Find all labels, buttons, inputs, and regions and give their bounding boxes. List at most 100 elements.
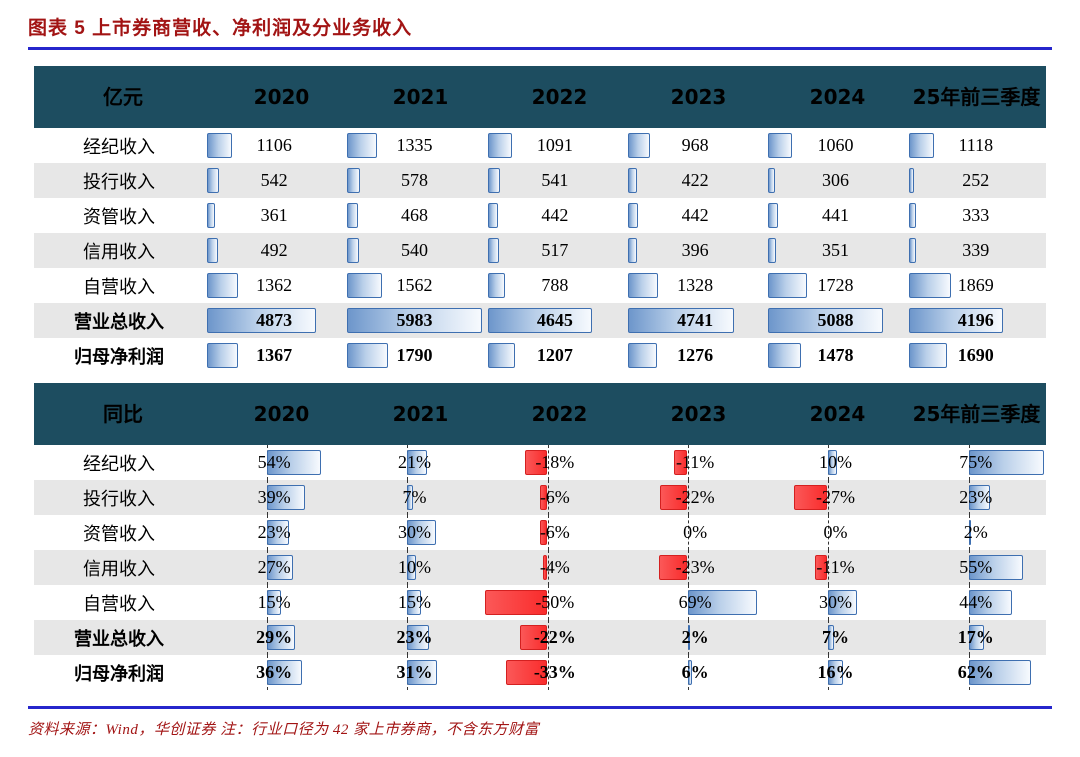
cell-value: 17% xyxy=(957,627,994,647)
cell-value: 4741 xyxy=(677,310,714,330)
data-cell: 23% xyxy=(204,515,344,550)
cell-value: 2% xyxy=(963,522,988,542)
data-cell: 788 xyxy=(485,268,625,303)
zero-axis-line xyxy=(547,445,549,480)
cell-value: 968 xyxy=(681,135,709,155)
cell-value: -50% xyxy=(535,592,575,612)
value-bar xyxy=(627,308,735,333)
cell-value: 23% xyxy=(959,487,993,507)
cell-value: 75% xyxy=(959,452,993,472)
column-header: 2020 xyxy=(253,401,310,426)
data-cell: 4196 xyxy=(906,303,1046,338)
cell-value: -6% xyxy=(539,487,570,507)
value-bar xyxy=(908,238,917,263)
value-bar xyxy=(347,238,360,263)
positive-bar xyxy=(828,625,834,650)
cell-value: 6% xyxy=(681,662,709,682)
cell-value: 361 xyxy=(260,205,288,225)
zero-axis-line xyxy=(688,445,690,480)
row-label: 归母净利润 xyxy=(74,663,164,684)
data-cell: -22% xyxy=(485,620,625,655)
data-cell: 55% xyxy=(906,550,1046,585)
data-cell: 442 xyxy=(485,198,625,233)
data-cell: 10% xyxy=(765,445,905,480)
positive-bar xyxy=(688,660,693,685)
positive-bar xyxy=(407,590,421,615)
row-label: 归母净利润 xyxy=(74,346,164,367)
column-header: 2021 xyxy=(392,84,449,109)
positive-bar xyxy=(968,590,1013,615)
positive-bar xyxy=(968,450,1044,475)
cell-value: 1328 xyxy=(677,275,714,295)
table-row: 归母净利润 1367 1790 1207 1276 1478 1690 xyxy=(34,338,1046,373)
data-cell: -18% xyxy=(485,445,625,480)
zero-axis-line xyxy=(828,550,830,585)
value-bar xyxy=(627,203,638,228)
negative-bar xyxy=(794,485,828,510)
data-cell: -11% xyxy=(765,550,905,585)
value-bar xyxy=(207,273,238,298)
zero-axis-line xyxy=(547,480,549,515)
value-bar xyxy=(768,308,883,333)
data-cell: 15% xyxy=(344,585,484,620)
cell-value: 441 xyxy=(821,205,849,225)
value-bar xyxy=(207,308,317,333)
cell-value: 422 xyxy=(681,170,709,190)
row-label: 信用收入 xyxy=(83,241,155,262)
table-row: 投行收入 39% 7% -6% -22% -27% 23% xyxy=(34,480,1046,515)
cell-value: 5088 xyxy=(817,310,854,330)
cell-value: 16% xyxy=(817,662,854,682)
cell-value: 1060 xyxy=(817,135,854,155)
negative-bar xyxy=(814,555,828,580)
cell-value: 578 xyxy=(400,170,428,190)
value-bar xyxy=(768,168,776,193)
cell-value: 44% xyxy=(959,592,993,612)
negative-bar xyxy=(540,520,547,545)
data-cell: -23% xyxy=(625,550,765,585)
data-cell: 1276 xyxy=(625,338,765,373)
value-bar xyxy=(768,238,777,263)
value-bar xyxy=(768,133,793,158)
negative-bar xyxy=(660,485,688,510)
data-cell: 1328 xyxy=(625,268,765,303)
table-row: 经纪收入 54% 21% -18% -11% 10% 75% xyxy=(34,445,1046,480)
data-cell: 540 xyxy=(344,233,484,268)
data-cell: 6% xyxy=(625,655,765,690)
column-header: 2022 xyxy=(531,401,588,426)
positive-bar xyxy=(407,555,416,580)
data-cell: 36% xyxy=(204,655,344,690)
cell-value: 4645 xyxy=(536,310,573,330)
data-cell: 5088 xyxy=(765,303,905,338)
data-cell: 5983 xyxy=(344,303,484,338)
data-cell: 422 xyxy=(625,163,765,198)
data-cell: 30% xyxy=(344,515,484,550)
cell-value: 492 xyxy=(260,240,288,260)
positive-bar xyxy=(267,450,321,475)
negative-bar xyxy=(659,555,688,580)
data-cell: 30% xyxy=(765,585,905,620)
column-header: 2022 xyxy=(531,84,588,109)
cell-value: 15% xyxy=(257,592,291,612)
cell-value: -27% xyxy=(815,487,855,507)
value-bar xyxy=(908,133,934,158)
value-bar xyxy=(487,168,500,193)
cell-value: 4196 xyxy=(957,310,994,330)
table-row: 投行收入 542 578 541 422 306 252 xyxy=(34,163,1046,198)
data-cell: 23% xyxy=(344,620,484,655)
value-bar xyxy=(347,168,361,193)
value-bar xyxy=(908,168,915,193)
value-bar xyxy=(207,238,219,263)
data-cell: 252 xyxy=(906,163,1046,198)
value-bar xyxy=(627,168,638,193)
data-cell: 7% xyxy=(765,620,905,655)
cell-value: 36% xyxy=(256,662,293,682)
value-bar xyxy=(768,203,779,228)
value-bar xyxy=(768,343,802,368)
data-cell: 4741 xyxy=(625,303,765,338)
data-cell: 27% xyxy=(204,550,344,585)
negative-bar xyxy=(674,450,688,475)
positive-bar xyxy=(407,450,428,475)
value-bar xyxy=(347,308,482,333)
data-cell: 7% xyxy=(344,480,484,515)
data-cell: 339 xyxy=(906,233,1046,268)
